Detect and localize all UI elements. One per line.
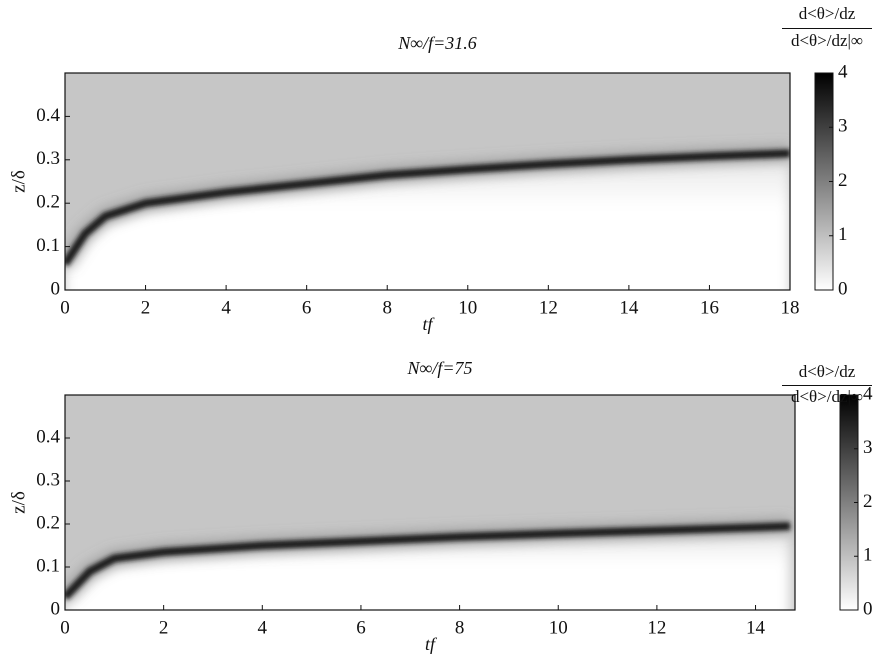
plot-frame xyxy=(64,394,796,611)
y-tick-label: 0.2 xyxy=(36,512,60,533)
colorbar-label-denominator: d<θ>/dz|∞ xyxy=(791,31,863,50)
x-tick-label: 0 xyxy=(60,617,70,638)
colorbar-tick-label: 2 xyxy=(863,491,873,512)
y-tick-label: 0 xyxy=(51,598,61,619)
colorbar-tick-label: 2 xyxy=(838,170,848,191)
y-tick-label: 0.1 xyxy=(36,555,60,576)
x-tick-label: 12 xyxy=(647,617,666,638)
colorbar-tick-label: 0 xyxy=(838,278,848,299)
colorbar-label-denominator: d<θ>/dz|∞ xyxy=(791,387,863,406)
low-gradient-region xyxy=(65,533,791,610)
heatmap xyxy=(65,73,790,290)
x-tick-label: 4 xyxy=(258,617,268,638)
low-gradient-region xyxy=(65,160,790,290)
y-axis-label: z/δ xyxy=(8,491,29,514)
x-tick-label: 16 xyxy=(700,297,719,318)
x-axis-label: tf xyxy=(422,314,435,334)
x-tick-label: 8 xyxy=(455,617,465,638)
colorbar-tick-label: 1 xyxy=(863,545,873,566)
colorbar-tick-label: 3 xyxy=(838,116,848,137)
x-tick-label: 6 xyxy=(302,297,312,318)
x-tick-label: 10 xyxy=(458,297,477,318)
chart-title: N∞/f=75 xyxy=(407,358,473,378)
x-tick-label: 12 xyxy=(539,297,558,318)
colorbar-tick-label: 4 xyxy=(838,61,848,82)
colorbar-tick-label: 4 xyxy=(863,383,873,404)
heatmap xyxy=(65,395,795,610)
y-tick-label: 0.3 xyxy=(36,469,60,490)
y-tick-label: 0.1 xyxy=(36,235,60,256)
x-axis-label: tf xyxy=(425,634,438,654)
x-tick-label: 2 xyxy=(159,617,169,638)
colorbar-label-numerator: d<θ>/dz xyxy=(799,4,856,23)
x-tick-label: 8 xyxy=(382,297,392,318)
x-tick-label: 14 xyxy=(619,297,639,318)
y-axis-label: z/δ xyxy=(8,170,29,193)
colorbar-tick-label: 0 xyxy=(863,598,873,619)
x-tick-label: 14 xyxy=(746,617,766,638)
y-tick-label: 0.4 xyxy=(36,105,60,126)
x-tick-label: 10 xyxy=(549,617,568,638)
y-tick-label: 0.3 xyxy=(36,148,60,169)
y-tick-label: 0.2 xyxy=(36,192,60,213)
x-tick-label: 0 xyxy=(60,297,70,318)
colorbar-tick-label: 1 xyxy=(838,224,848,245)
x-tick-label: 2 xyxy=(141,297,151,318)
gradient-band xyxy=(65,522,791,600)
colorbar-tick-label: 3 xyxy=(863,437,873,458)
y-tick-label: 0.4 xyxy=(36,426,60,447)
x-tick-label: 18 xyxy=(781,297,800,318)
colorbar-label-numerator: d<θ>/dz xyxy=(799,362,856,381)
y-tick-label: 0 xyxy=(51,278,61,299)
plot-frame xyxy=(64,72,791,291)
x-tick-label: 6 xyxy=(356,617,366,638)
gradient-band xyxy=(65,149,790,267)
chart-title: N∞/f=31.6 xyxy=(397,33,477,53)
x-tick-label: 4 xyxy=(221,297,231,318)
